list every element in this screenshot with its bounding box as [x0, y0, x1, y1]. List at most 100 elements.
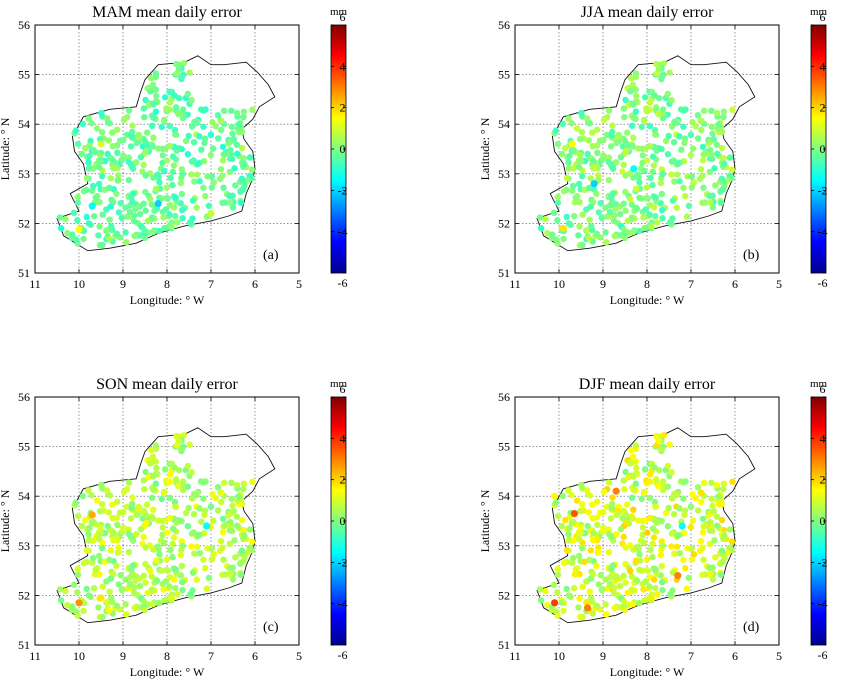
station-point: [609, 537, 617, 544]
station-point: [638, 567, 645, 574]
station-point: [569, 559, 576, 566]
station-point: [713, 481, 721, 489]
station-point: [578, 501, 586, 508]
colorbar-tick-label: 4: [340, 59, 346, 73]
station-point: [576, 136, 584, 143]
station-point: [171, 92, 178, 99]
station-point: [219, 544, 226, 551]
station-point: [131, 584, 138, 591]
station-point: [149, 81, 157, 89]
station-point: [169, 540, 176, 548]
station-point: [551, 599, 559, 607]
station-point: [120, 137, 127, 144]
coastline: [56, 55, 276, 252]
station-point: [620, 105, 627, 112]
station-point: [613, 159, 620, 166]
station-point: [673, 543, 681, 550]
station-point: [609, 494, 616, 501]
station-point: [235, 121, 242, 128]
station-point: [227, 571, 234, 578]
station-point: [115, 209, 123, 216]
station-point: [241, 532, 248, 539]
station-point: [714, 150, 721, 157]
station-point: [689, 119, 696, 126]
station-point: [669, 197, 677, 204]
station-point: [682, 192, 689, 200]
station-point: [680, 107, 687, 114]
station-point: [537, 225, 545, 232]
station-point: [198, 146, 205, 153]
x-tick-label: 7: [688, 277, 694, 291]
station-point: [627, 88, 634, 95]
colorbar-tick-label: -6: [818, 648, 828, 662]
station-point: [161, 597, 168, 604]
station-point: [643, 157, 651, 164]
station-point: [586, 184, 593, 191]
station-point: [125, 530, 132, 538]
station-point: [680, 556, 687, 563]
station-point: [230, 508, 237, 515]
colorbar-tick-label: 0: [820, 514, 826, 528]
station-point: [641, 225, 648, 232]
station-point: [168, 223, 175, 230]
station-point: [586, 588, 593, 595]
station-point: [585, 137, 592, 144]
y-tick-label: 54: [498, 489, 510, 503]
station-point: [86, 152, 93, 160]
colorbar-tick-label: -4: [818, 597, 828, 611]
station-point: [72, 236, 80, 243]
station-point: [186, 219, 194, 226]
station-point: [593, 230, 601, 237]
station-point: [179, 587, 186, 594]
x-tick-label: 10: [553, 277, 565, 291]
station-point: [203, 522, 211, 530]
station-point: [568, 492, 575, 499]
station-point: [569, 554, 577, 562]
station-point: [560, 599, 568, 607]
station-point: [113, 602, 121, 609]
colorbar-tick-label: -6: [338, 648, 348, 662]
station-point: [246, 526, 254, 533]
station-point: [178, 190, 186, 198]
station-point: [570, 213, 578, 220]
station-point: [609, 122, 616, 129]
station-point: [85, 220, 93, 227]
station-point: [184, 523, 192, 530]
station-point: [551, 492, 559, 500]
station-point: [208, 184, 215, 191]
station-point: [584, 522, 591, 530]
station-point: [635, 227, 643, 235]
station-point: [676, 178, 683, 185]
station-point: [642, 206, 650, 213]
station-point: [649, 181, 656, 189]
station-point: [587, 547, 595, 554]
y-tick-label: 56: [18, 18, 30, 32]
station-point: [141, 606, 149, 614]
station-point: [214, 484, 222, 491]
station-point: [624, 501, 631, 508]
station-point: [136, 210, 144, 218]
station-point: [688, 556, 695, 563]
station-point: [576, 595, 583, 602]
x-tick-label: 5: [296, 277, 302, 291]
station-point: [238, 516, 246, 524]
station-point: [664, 483, 671, 490]
station-point: [74, 565, 82, 573]
station-point: [123, 239, 130, 246]
x-tick-label: 10: [553, 649, 565, 663]
station-point: [587, 203, 594, 210]
station-point: [673, 204, 680, 211]
station-point: [698, 117, 705, 125]
station-point: [607, 143, 615, 150]
station-point: [233, 109, 241, 117]
y-tick-label: 52: [18, 216, 30, 230]
station-point: [209, 491, 216, 498]
station-point: [597, 572, 604, 579]
station-point: [680, 123, 687, 130]
station-point: [589, 129, 596, 136]
station-point: [565, 220, 572, 227]
station-point: [120, 509, 127, 516]
station-point: [622, 96, 629, 104]
station-point: [202, 564, 209, 572]
station-point: [74, 589, 81, 596]
